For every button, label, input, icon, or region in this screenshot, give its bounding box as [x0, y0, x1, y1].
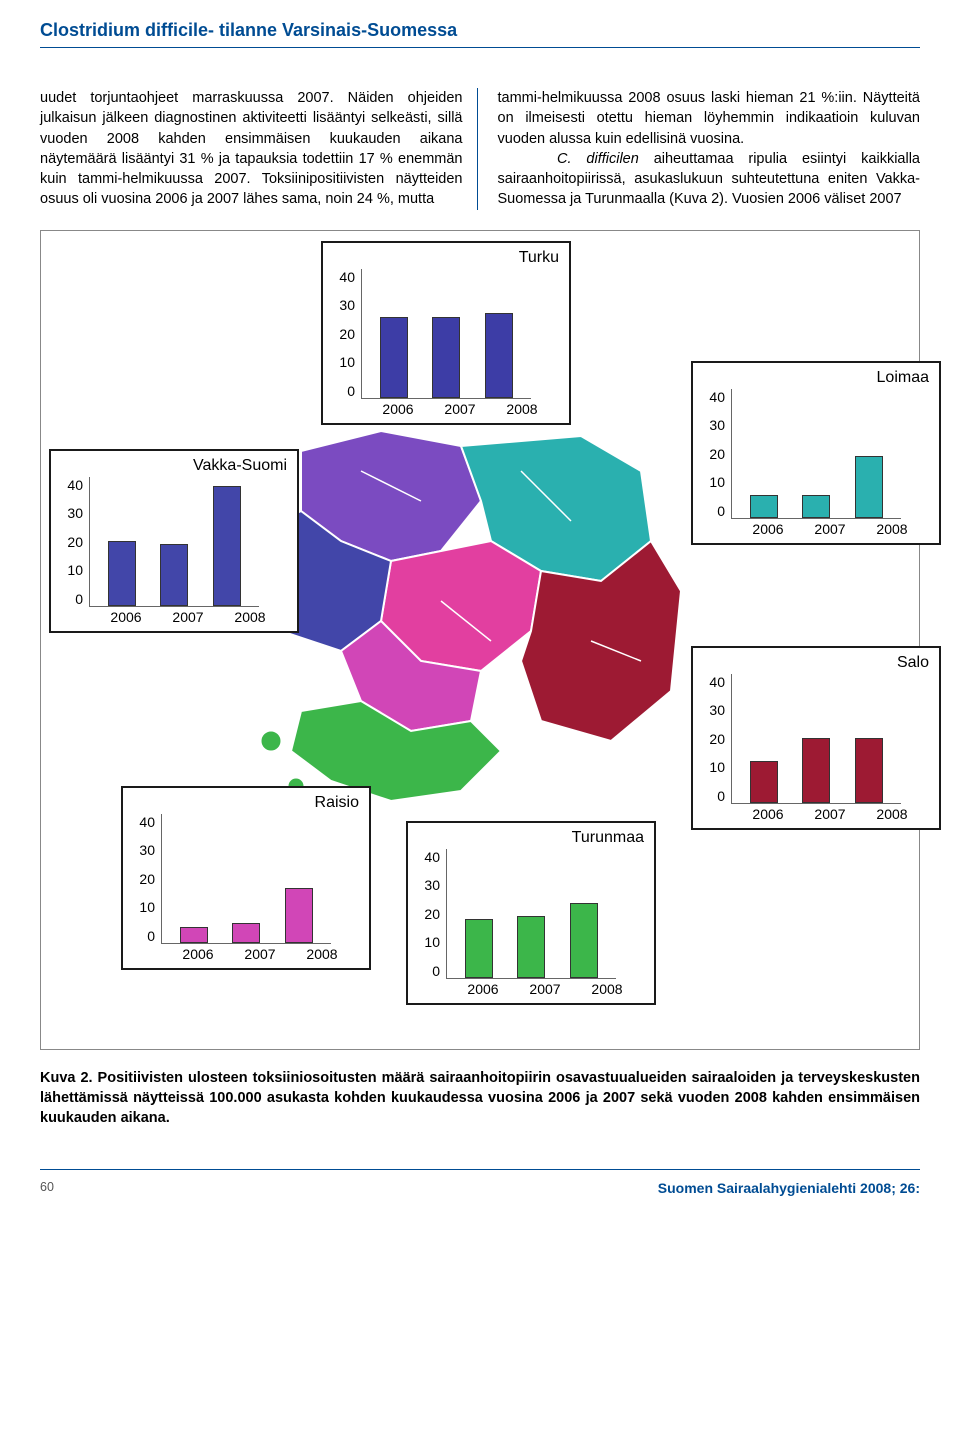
y-axis: 010203040 — [703, 389, 725, 519]
chart-raisio: Raisio 010203040 200620072008 — [121, 786, 371, 970]
bar — [570, 903, 598, 978]
bar — [465, 919, 493, 978]
journal-ref: Suomen Sairaalahygienialehti 2008; 26: — [658, 1180, 920, 1196]
bar — [855, 738, 883, 803]
plot-area — [89, 477, 259, 607]
bar — [160, 544, 188, 606]
x-axis: 200620072008 — [731, 519, 929, 537]
chart-salo: Salo 010203040 200620072008 — [691, 646, 941, 830]
chart-loimaa: Loimaa 010203040 200620072008 — [691, 361, 941, 545]
y-axis: 010203040 — [133, 814, 155, 944]
page-number: 60 — [40, 1180, 54, 1196]
y-axis: 010203040 — [703, 674, 725, 804]
bar — [432, 317, 460, 398]
region-map — [241, 411, 701, 851]
chart-turku: Turku 010203040 200620072008 — [321, 241, 571, 425]
x-axis: 200620072008 — [731, 804, 929, 822]
figure-2: Turku 010203040 200620072008 Vakka-Suomi 010… — [40, 230, 920, 1050]
chart-title: Turunmaa — [418, 829, 644, 847]
body-right: tammi-helmikuussa 2008 osuus laski hiema… — [498, 88, 921, 210]
page-title: Clostridium difficile- tilanne Varsinais… — [40, 20, 920, 48]
bar — [750, 761, 778, 803]
plot-area — [731, 674, 901, 804]
body-right-a: tammi-helmikuussa 2008 osuus laski hiema… — [498, 90, 921, 147]
chart-title: Vakka-Suomi — [61, 457, 287, 475]
figure-caption: Kuva 2. Positiivisten ulosteen toksiinio… — [40, 1068, 920, 1129]
bar — [380, 317, 408, 398]
bar — [485, 313, 513, 398]
y-axis: 010203040 — [333, 269, 355, 399]
chart-vakka: Vakka-Suomi 010203040 200620072008 — [49, 449, 299, 633]
plot-area — [446, 849, 616, 979]
body-text: uudet torjuntaohjeet marraskuussa 2007. … — [40, 88, 920, 210]
bar — [232, 923, 260, 943]
chart-title: Salo — [703, 654, 929, 672]
plot-area — [361, 269, 531, 399]
x-axis: 200620072008 — [89, 607, 287, 625]
caption-label: Kuva 2. — [40, 1070, 93, 1086]
chart-title: Raisio — [133, 794, 359, 812]
bar — [802, 738, 830, 803]
chart-title: Loimaa — [703, 369, 929, 387]
plot-area — [161, 814, 331, 944]
bar — [285, 888, 313, 943]
x-axis: 200620072008 — [446, 979, 644, 997]
x-axis: 200620072008 — [361, 399, 559, 417]
x-axis: 200620072008 — [161, 944, 359, 962]
page-footer: 60 Suomen Sairaalahygienialehti 2008; 26… — [40, 1169, 920, 1196]
bar — [750, 495, 778, 518]
body-left: uudet torjuntaohjeet marraskuussa 2007. … — [40, 88, 478, 210]
species-name: C. difficilen — [557, 151, 639, 167]
bar — [802, 495, 830, 518]
chart-title: Turku — [333, 249, 559, 267]
y-axis: 010203040 — [418, 849, 440, 979]
bar — [855, 456, 883, 518]
bar — [213, 486, 241, 606]
caption-text: Positiivisten ulosteen toksiiniosoituste… — [40, 1070, 920, 1127]
bar — [108, 541, 136, 606]
bar — [180, 927, 208, 943]
bar — [517, 916, 545, 978]
chart-turunmaa: Turunmaa 010203040 200620072008 — [406, 821, 656, 1005]
y-axis: 010203040 — [61, 477, 83, 607]
plot-area — [731, 389, 901, 519]
